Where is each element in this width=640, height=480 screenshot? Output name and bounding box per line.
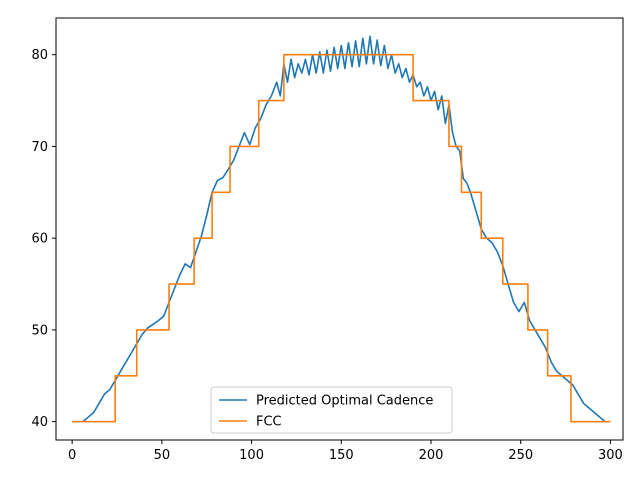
y-tick-label: 60 (31, 232, 48, 247)
x-tick-label: 50 (154, 448, 171, 463)
legend-box (210, 386, 453, 434)
x-axis: 0 50 100 150 200 250 300 (68, 440, 623, 463)
series-line-1 (72, 35, 606, 423)
x-tick-label: 0 (68, 448, 76, 463)
x-tick-label: 300 (598, 448, 623, 463)
y-tick-label: 70 (31, 140, 48, 155)
plot-lines (72, 35, 611, 423)
plot-frame (55, 17, 624, 441)
x-tick-label: 200 (419, 448, 444, 463)
y-tick-label: 50 (31, 323, 48, 338)
legend: Predicted Optimal Cadence FCC (210, 386, 453, 434)
series-line-2 (72, 53, 611, 423)
y-tick-label: 80 (31, 48, 48, 63)
x-tick-label: 250 (508, 448, 533, 463)
x-tick-label: 100 (239, 448, 264, 463)
y-tick-label: 40 (31, 415, 48, 430)
legend-label-2: FCC (256, 415, 282, 430)
x-tick-label: 150 (329, 448, 354, 463)
legend-label-1: Predicted Optimal Cadence (256, 394, 433, 409)
y-axis: 40 50 60 70 80 (31, 48, 56, 430)
